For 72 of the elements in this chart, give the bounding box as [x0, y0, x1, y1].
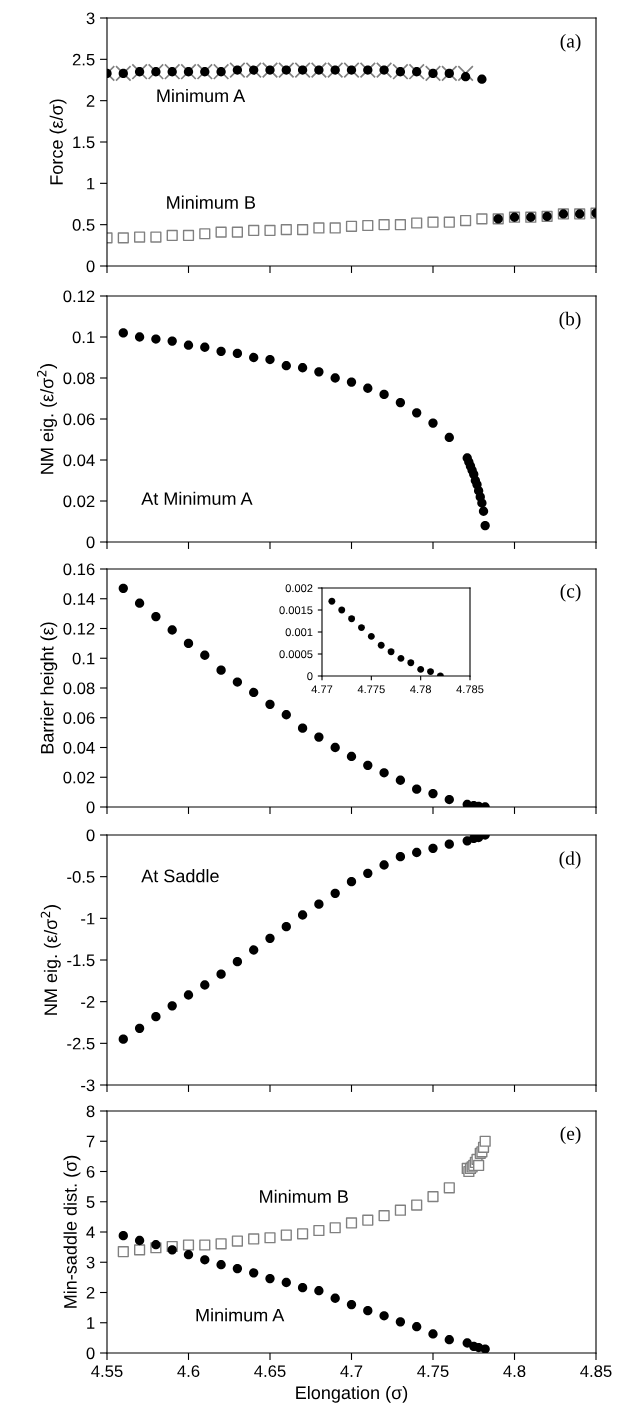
- y-tick-label: 0: [86, 536, 95, 549]
- y-tick-label: 3: [86, 12, 95, 25]
- y-tick-label: 0: [86, 260, 95, 273]
- x-tick-label: 4.6: [177, 1365, 200, 1378]
- annotation: At Minimum A: [141, 491, 253, 506]
- y-tick-label: 0.16: [63, 563, 95, 576]
- y-tick-label: 0.06: [63, 712, 95, 724]
- y-tick-label: -1: [81, 912, 95, 925]
- x-tick-label: 4.785: [456, 685, 484, 694]
- y-tick-label: 8: [86, 1105, 95, 1118]
- y-axis-title: NM eig. (ε/σ$^{2}$): [40, 905, 61, 1015]
- y-tick-label: 0.04: [63, 741, 95, 754]
- x-tick-label: 4.775: [357, 685, 385, 694]
- x-tick-label: 4.7: [340, 1365, 363, 1377]
- y-tick-label: 1.5: [73, 136, 95, 149]
- y-tick-label: 0.02: [63, 771, 95, 784]
- y-tick-label: 0.12: [63, 290, 95, 303]
- annotation: (a): [560, 33, 581, 52]
- y-tick-label: 7: [86, 1135, 95, 1148]
- y-tick-label: 0.0015: [279, 606, 313, 615]
- x-tick-label: 4.78: [410, 685, 431, 694]
- y-tick-label: 1: [87, 177, 95, 190]
- x-tick-label: 4.8: [503, 1365, 526, 1378]
- y-tick-label: 0.1: [72, 331, 95, 344]
- y-tick-label: 0: [86, 801, 95, 814]
- x-tick-label: 4.55: [91, 1365, 123, 1378]
- y-axis-title: Barrier height (ε): [40, 622, 58, 754]
- annotation: (d): [559, 851, 581, 869]
- y-tick-label: 0.04: [63, 454, 95, 467]
- y-tick-label: 5: [86, 1196, 95, 1208]
- annotation: (b): [559, 311, 581, 330]
- y-tick-label: 0: [307, 672, 313, 681]
- annotation: Minimum B: [167, 195, 256, 209]
- y-tick-label: -2.5: [67, 1037, 95, 1050]
- annotation: At Saddle: [141, 869, 219, 883]
- x-tick-label: 4.75: [417, 1365, 449, 1378]
- y-tick-label: -0.5: [67, 871, 95, 883]
- y-tick-label: -3: [81, 1079, 95, 1092]
- x-tick-label: 4.65: [254, 1365, 286, 1378]
- y-tick-label: 0.001: [285, 628, 313, 637]
- y-tick-label: 0.08: [63, 372, 95, 385]
- x-tick-label: 4.85: [580, 1365, 612, 1378]
- y-tick-label: 0.08: [63, 682, 95, 695]
- annotation: Minimum B: [260, 1189, 348, 1203]
- y-tick-label: 6: [86, 1165, 95, 1178]
- y-tick-label: 0.0005: [279, 650, 313, 659]
- y-tick-label: 2.5: [72, 53, 95, 66]
- y-tick-label: -2: [81, 996, 95, 1008]
- annotation: Minimum A: [196, 1308, 285, 1322]
- y-tick-label: 0: [86, 1347, 95, 1360]
- annotation: (c): [560, 583, 581, 602]
- x-axis-title: Elongation (σ): [296, 1385, 408, 1403]
- y-tick-label: 2: [86, 95, 95, 107]
- annotation: (e): [560, 1126, 581, 1145]
- y-tick-label: 1: [87, 1317, 95, 1329]
- y-tick-label: 0.06: [63, 413, 95, 426]
- y-tick-label: 0.02: [63, 495, 95, 508]
- y-axis-title: Force (ε/σ): [49, 99, 67, 185]
- y-axis-title: Min-saddle dist. (σ): [63, 1155, 81, 1308]
- y-tick-label: 0.002: [285, 584, 313, 593]
- y-tick-label: 0.1: [72, 652, 95, 665]
- y-tick-label: 0: [86, 829, 95, 842]
- y-tick-label: 0.14: [63, 593, 95, 605]
- x-tick-label: 4.77: [311, 685, 333, 694]
- y-tick-label: 0.5: [72, 219, 95, 231]
- y-tick-label: 3: [86, 1256, 95, 1269]
- y-tick-label: 0.12: [63, 622, 95, 635]
- y-tick-label: 2: [86, 1286, 95, 1299]
- y-tick-label: -1.5: [67, 954, 95, 967]
- y-axis-title: NM eig. (ε/σ$^{2}$): [36, 364, 58, 474]
- y-tick-label: 4: [86, 1226, 95, 1239]
- annotation: Minimum A: [157, 88, 246, 103]
